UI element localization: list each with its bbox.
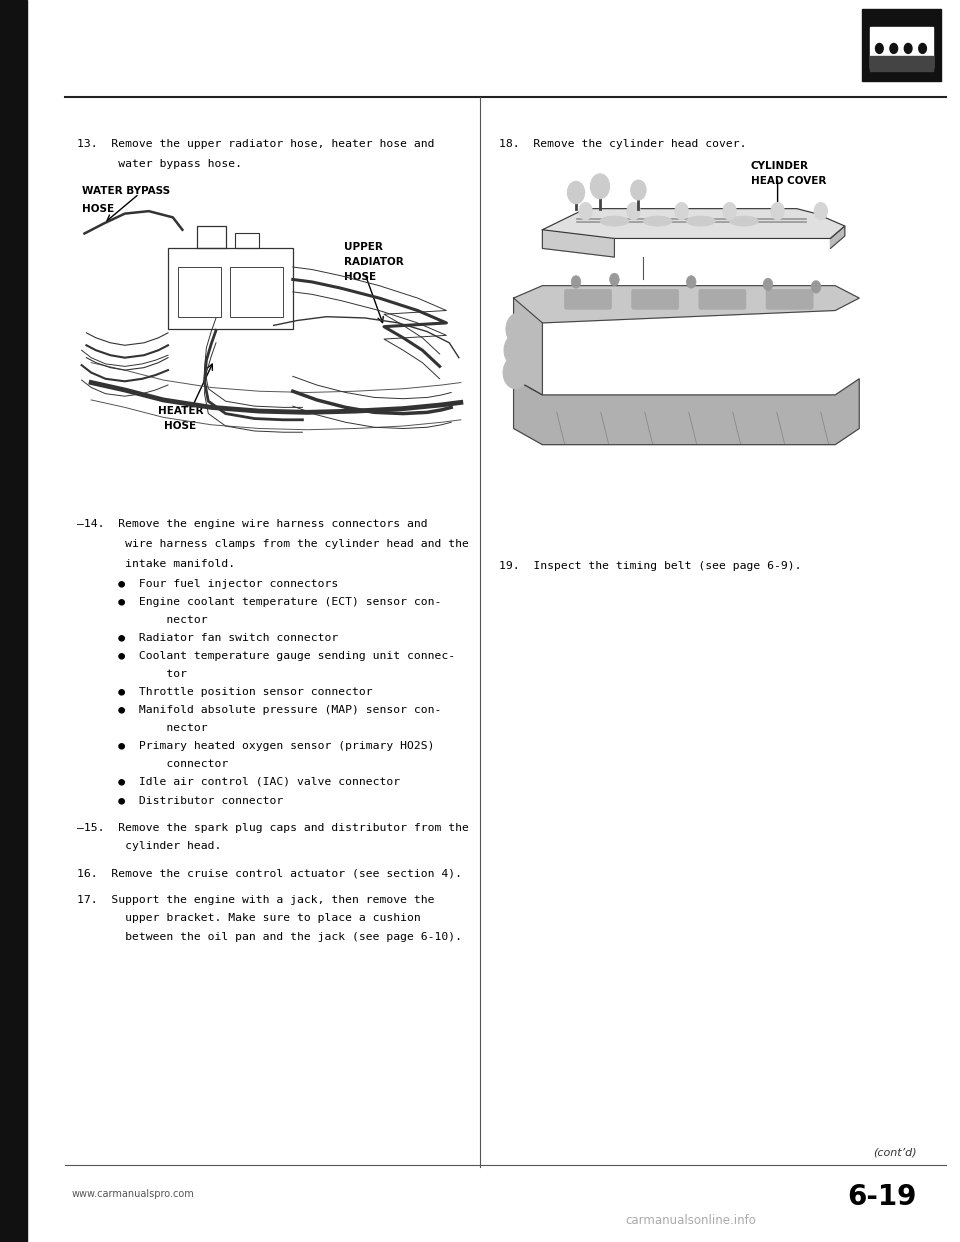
Bar [870,27,933,68]
Ellipse shape [686,216,715,226]
Text: ●  Primary heated oxygen sensor (primary HO2S): ● Primary heated oxygen sensor (primary … [77,740,434,751]
Circle shape [503,356,528,389]
Polygon shape [514,298,542,395]
Text: www.carmanualspro.com: www.carmanualspro.com [72,1189,195,1199]
Polygon shape [542,230,614,257]
Text: connector: connector [77,759,228,769]
Text: —15.  Remove the spark plug caps and distributor from the: —15. Remove the spark plug caps and dist… [77,823,468,833]
Circle shape [506,313,531,345]
Text: HOSE: HOSE [82,204,113,214]
Text: intake manifold.: intake manifold. [77,559,235,569]
Circle shape [567,181,585,204]
Circle shape [571,276,581,288]
Ellipse shape [643,216,672,226]
Text: ●  Coolant temperature gauge sending unit connec-: ● Coolant temperature gauge sending unit… [77,651,455,661]
Ellipse shape [600,216,629,226]
Text: 19.  Inspect the timing belt (see page 6-9).: 19. Inspect the timing belt (see page 6-… [499,561,802,571]
Circle shape [579,202,592,220]
Circle shape [627,202,640,220]
Text: ●  Four fuel injector connectors: ● Four fuel injector connectors [77,579,338,589]
Bar [862,9,941,81]
Text: ●  Manifold absolute pressure (MAP) sensor con-: ● Manifold absolute pressure (MAP) senso… [77,705,442,715]
Text: upper bracket. Make sure to place a cushion: upper bracket. Make sure to place a cush… [77,914,420,924]
Circle shape [876,43,883,53]
Polygon shape [514,286,859,323]
Text: ●  Distributor connector: ● Distributor connector [77,795,283,805]
Text: HOSE: HOSE [164,421,197,431]
Circle shape [814,202,828,220]
Text: cylinder head.: cylinder head. [77,841,221,851]
Text: tor: tor [77,668,187,679]
Circle shape [890,43,898,53]
Text: UPPER: UPPER [344,242,382,252]
Circle shape [904,43,912,53]
Text: WATER BYPASS: WATER BYPASS [82,186,170,196]
Circle shape [675,202,688,220]
Circle shape [771,202,784,220]
Bar [197,226,226,248]
Text: water bypass hose.: water bypass hose. [77,159,242,169]
Text: RADIATOR: RADIATOR [344,257,403,267]
Bar [870,56,933,71]
Polygon shape [542,209,845,238]
Text: HEATER: HEATER [157,406,204,416]
Circle shape [631,180,646,200]
Circle shape [919,43,926,53]
Bar [168,248,293,329]
Circle shape [811,281,821,293]
Text: 17.  Support the engine with a jack, then remove the: 17. Support the engine with a jack, then… [77,895,434,905]
Text: CYLINDER: CYLINDER [751,161,808,171]
Circle shape [763,278,773,291]
Text: 18.  Remove the cylinder head cover.: 18. Remove the cylinder head cover. [499,139,747,149]
Circle shape [590,174,610,199]
Bar [230,267,283,317]
Text: 13.  Remove the upper radiator hose, heater hose and: 13. Remove the upper radiator hose, heat… [77,139,434,149]
Text: carmanualsonline.info: carmanualsonline.info [626,1215,756,1227]
FancyBboxPatch shape [632,289,679,309]
Text: nector: nector [77,615,207,625]
Bar [0,0,27,1242]
Text: ●  Engine coolant temperature (ECT) sensor con-: ● Engine coolant temperature (ECT) senso… [77,597,442,607]
Text: HOSE: HOSE [344,272,375,282]
Text: (cont’d): (cont’d) [874,1148,917,1158]
Text: nector: nector [77,723,207,733]
Polygon shape [830,226,845,248]
Bar [235,233,259,248]
FancyBboxPatch shape [564,289,612,309]
Circle shape [686,276,696,288]
Polygon shape [514,379,859,445]
Text: 16.  Remove the cruise control actuator (see section 4).: 16. Remove the cruise control actuator (… [77,868,462,878]
Ellipse shape [730,216,758,226]
Text: 6-19: 6-19 [848,1182,917,1211]
Text: between the oil pan and the jack (see page 6-10).: between the oil pan and the jack (see pa… [77,932,462,941]
FancyBboxPatch shape [699,289,746,309]
Text: —14.  Remove the engine wire harness connectors and: —14. Remove the engine wire harness conn… [77,519,427,529]
Text: ●  Throttle position sensor connector: ● Throttle position sensor connector [77,687,372,697]
Text: ●  Idle air control (IAC) valve connector: ● Idle air control (IAC) valve connector [77,777,400,787]
Text: ●  Radiator fan switch connector: ● Radiator fan switch connector [77,633,338,643]
Circle shape [504,334,529,366]
Circle shape [723,202,736,220]
FancyBboxPatch shape [766,289,813,309]
Circle shape [610,273,619,286]
Text: HEAD COVER: HEAD COVER [751,176,827,186]
Bar [178,267,221,317]
Text: wire harness clamps from the cylinder head and the: wire harness clamps from the cylinder he… [77,539,468,549]
